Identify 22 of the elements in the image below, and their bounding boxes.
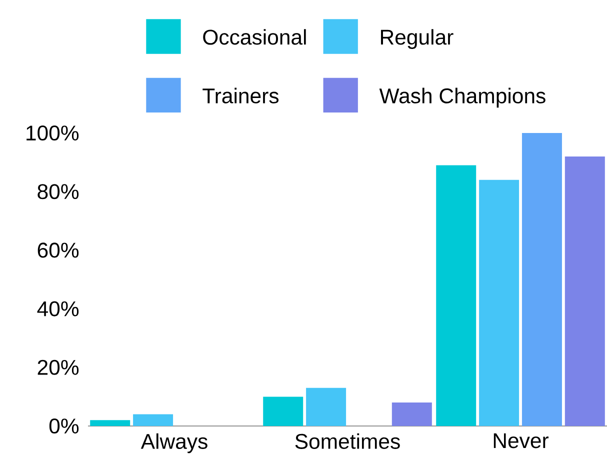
bar	[522, 132, 562, 426]
bar	[479, 180, 520, 426]
legend-label: Wash Champions	[379, 88, 546, 108]
y-tick-label: 100%	[26, 125, 79, 141]
legend-label: Regular	[381, 29, 454, 49]
bar	[436, 165, 476, 426]
bar	[263, 396, 304, 426]
legend-label: Trainers	[202, 88, 279, 104]
x-tick-label: Sometimes	[295, 433, 400, 449]
bar	[306, 388, 346, 426]
x-tick-label: Always	[140, 433, 208, 454]
bar	[564, 156, 605, 426]
y-tick-label: 0%	[49, 418, 79, 434]
y-tick-label: 20%	[38, 360, 79, 375]
bar	[392, 402, 432, 426]
x-tick-label: Never	[494, 433, 548, 448]
bar	[90, 420, 130, 426]
legend-label: Occasional	[203, 29, 306, 45]
y-tick-label: 80%	[38, 184, 79, 200]
y-tick-label: 60%	[38, 242, 79, 258]
y-tick-label: 40%	[37, 301, 79, 316]
bar	[133, 414, 174, 426]
